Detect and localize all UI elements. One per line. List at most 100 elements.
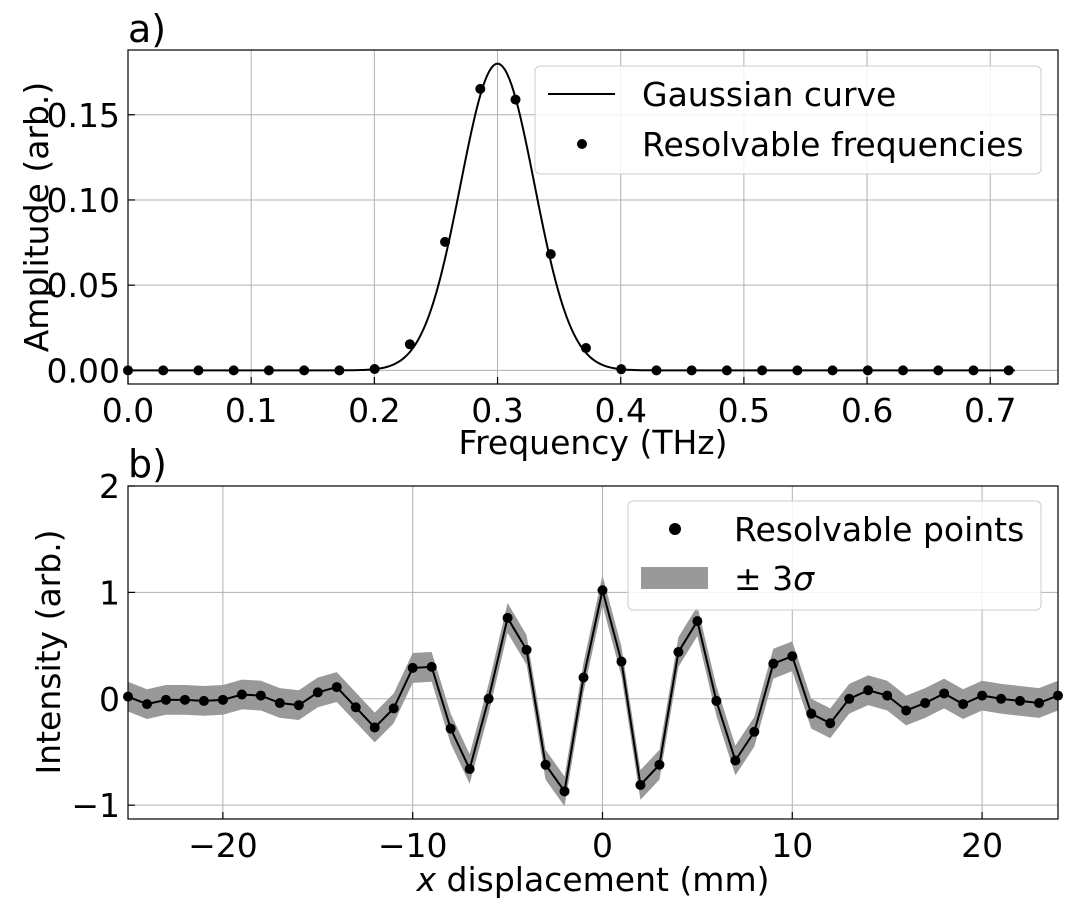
frequency-point (580, 343, 591, 354)
resolvable-point (939, 688, 950, 699)
panel-b-label: b) (128, 442, 167, 486)
legend-band-prefix: ± 3 (734, 559, 793, 598)
frequency-point (369, 364, 380, 375)
y-tick-label: −1 (71, 786, 120, 825)
panel-b-legend-box (627, 500, 1042, 611)
frequency-point (334, 365, 345, 376)
frequency-point (721, 365, 732, 376)
resolvable-point (635, 779, 646, 790)
x-tick-label: 0.0 (102, 391, 154, 430)
frequency-point (757, 365, 768, 376)
resolvable-point (312, 687, 323, 698)
panel-a-frame (127, 49, 1059, 385)
resolvable-point (255, 690, 266, 701)
resolvable-point (217, 694, 228, 705)
x-tick-label: 0.6 (841, 391, 893, 430)
resolvable-point (882, 690, 893, 701)
resolvable-point (521, 644, 532, 655)
frequency-point (651, 365, 662, 376)
resolvable-point (559, 786, 570, 797)
legend-band-swatch-icon (641, 567, 708, 589)
resolvable-point (597, 585, 608, 596)
frequency-point (898, 365, 909, 376)
frequency-point (862, 365, 873, 376)
frequency-point (404, 339, 415, 350)
resolvable-point (768, 658, 779, 669)
legend-band-sigma: σ (793, 559, 815, 598)
panel-b-x-axis-label-text: displacement (mm) (436, 860, 769, 899)
y-tick-label: 0.05 (47, 266, 120, 305)
frequency-point (792, 365, 803, 376)
resolvable-point (692, 616, 703, 627)
resolvable-point (806, 708, 817, 719)
resolvable-point (787, 651, 798, 662)
resolvable-point (920, 698, 931, 709)
resolvable-point (654, 759, 665, 770)
frequency-point (193, 365, 204, 376)
resolvable-point (141, 699, 152, 710)
frequency-point (475, 83, 486, 94)
resolvable-point (730, 755, 741, 766)
y-tick-label: 1 (99, 573, 120, 612)
x-tick-label: 0.5 (718, 391, 770, 430)
panel-b-x-axis-label: x displacement (mm) (416, 860, 770, 899)
legend-points-marker-icon (669, 523, 681, 535)
legend-frequency-marker-icon (577, 139, 587, 149)
resolvable-point (350, 702, 361, 713)
resolvable-point (236, 689, 247, 700)
frequency-point (1003, 365, 1014, 376)
x-tick-label: 10 (771, 826, 813, 865)
resolvable-point (464, 763, 475, 774)
panel-b-x-axis-label-var: x (416, 860, 437, 899)
resolvable-point (749, 726, 760, 737)
resolvable-point (198, 695, 209, 706)
panel-a-ticks: 0.0 0.1 0.2 0.3 0.4 0.5 0.6 0.7 0.00 0.05 0.10 0.15 (47, 96, 1017, 430)
frequency-point (616, 364, 627, 375)
resolvable-point (977, 690, 988, 701)
y-tick-label: 0.15 (47, 96, 120, 135)
x-tick-label: 0.1 (225, 391, 277, 430)
x-tick-label: 0 (592, 826, 613, 865)
frequency-point (440, 236, 451, 247)
resolvable-point (825, 718, 836, 729)
resolvable-point (616, 656, 627, 667)
resolvable-point (958, 699, 969, 710)
resolvable-point (445, 723, 456, 734)
resolvable-point (578, 672, 589, 683)
x-tick-label: 20 (961, 826, 1003, 865)
panel-a: a) 0.0 0.1 0.2 0.3 0.4 0.5 0.6 0.70.000.050.100… (17, 7, 1059, 462)
resolvable-point (540, 759, 551, 770)
resolvable-point (388, 703, 399, 714)
panel-a-x-axis-label: Frequency (THz) (458, 423, 727, 462)
resolvable-point (426, 661, 437, 672)
x-tick-label: 0.7 (964, 391, 1016, 430)
frequency-point (158, 365, 169, 376)
resolvable-point (1034, 698, 1045, 709)
frequency-point (263, 365, 274, 376)
resolvable-point (331, 682, 342, 693)
x-tick-label: 0.2 (348, 391, 400, 430)
y-tick-label: 2 (99, 467, 120, 506)
panel-a-legend: Gaussian curve Resolvable frequencies (534, 65, 1042, 175)
y-tick-label: 0.10 (47, 181, 120, 220)
panel-a-plot-area (123, 62, 1015, 376)
panel-a-legend-box (534, 65, 1042, 175)
panel-b-y-axis-label: Intensity (arb.) (29, 529, 68, 774)
frequency-point (510, 94, 521, 105)
frequency-point (933, 365, 944, 376)
resolvable-point (901, 705, 912, 716)
y-tick-label: 0 (99, 680, 120, 719)
resolvable-point (483, 693, 494, 704)
resolvable-point (996, 693, 1007, 704)
panel-b-legend: Resolvable points ± 3σ (627, 500, 1042, 611)
legend-gaussian-label: Gaussian curve (642, 75, 896, 114)
resolvable-point (369, 722, 380, 733)
frequency-point (228, 365, 239, 376)
panel-a-y-axis-label: Amplitude (arb.) (17, 82, 56, 353)
resolvable-point (502, 612, 513, 623)
resolvable-point (1015, 695, 1026, 706)
resolvable-point (293, 700, 304, 711)
resolvable-point (179, 694, 190, 705)
